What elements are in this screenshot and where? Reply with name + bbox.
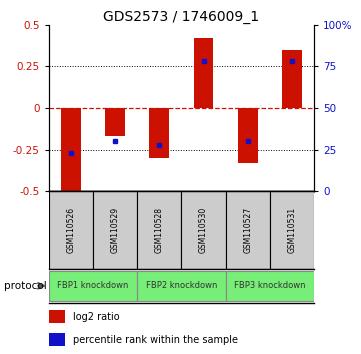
Text: GSM110531: GSM110531 [287,207,296,253]
Title: GDS2573 / 1746009_1: GDS2573 / 1746009_1 [103,10,260,24]
Bar [193,38,213,108]
Bar [49,271,137,301]
Text: GSM110530: GSM110530 [199,207,208,253]
Text: FBP2 knockdown: FBP2 knockdown [146,281,217,290]
Text: GSM110526: GSM110526 [66,207,75,253]
Text: GSM110527: GSM110527 [243,207,252,253]
Bar [137,191,182,269]
Bar [105,108,125,136]
Text: protocol: protocol [4,281,46,291]
Bar [270,191,314,269]
Bar [49,191,93,269]
Text: percentile rank within the sample: percentile rank within the sample [73,335,238,345]
Text: FBP1 knockdown: FBP1 knockdown [57,281,129,290]
Bar [93,191,137,269]
Bar [49,310,65,323]
Bar [149,108,169,158]
Text: GSM110529: GSM110529 [110,207,119,253]
Text: FBP3 knockdown: FBP3 knockdown [234,281,306,290]
Bar [137,271,226,301]
Text: GSM110528: GSM110528 [155,207,164,253]
Bar [181,191,226,269]
Bar [226,271,314,301]
Text: log2 ratio: log2 ratio [73,312,119,322]
Bar [226,191,270,269]
Bar [238,108,258,163]
Bar [49,333,65,346]
Bar [282,50,302,108]
Bar [61,108,81,194]
